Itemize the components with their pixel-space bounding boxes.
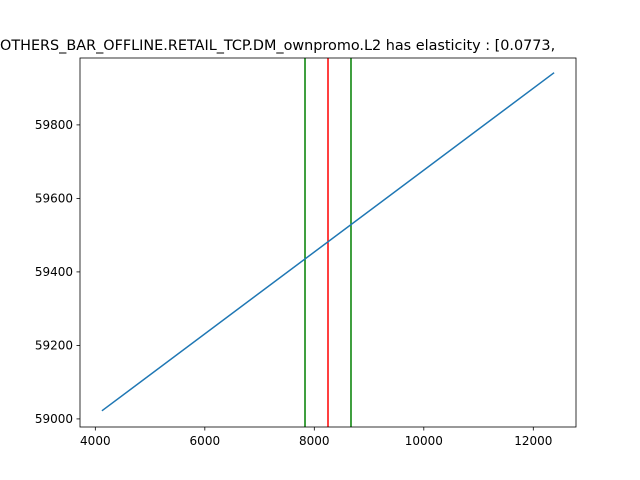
y-tick-label: 59400 <box>35 265 73 279</box>
y-tick-label: 59000 <box>35 412 73 426</box>
y-tick-label: 59200 <box>35 339 73 353</box>
y-tick-label: 59800 <box>35 118 73 132</box>
axes: 4000 6000 8000 10000 12000 59000 59200 59400 596… <box>35 57 577 448</box>
x-tick-label: 4000 <box>80 434 111 448</box>
y-tick-label: 59600 <box>35 192 73 206</box>
x-tick-label: 10000 <box>405 434 443 448</box>
chart-title: OTHERS_BAR_OFFLINE.RETAIL_TCP.DM_ownprom… <box>0 38 555 54</box>
series-line-1 <box>101 72 555 412</box>
x-tick-label: 8000 <box>299 434 330 448</box>
plot-area <box>101 58 555 427</box>
x-tick-label: 12000 <box>514 434 552 448</box>
x-tick-label: 6000 <box>190 434 221 448</box>
axes-frame <box>79 57 577 428</box>
